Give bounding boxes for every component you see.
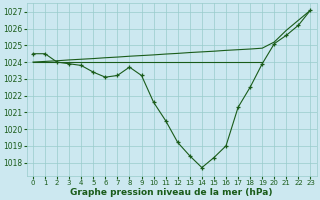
X-axis label: Graphe pression niveau de la mer (hPa): Graphe pression niveau de la mer (hPa) [70,188,273,197]
